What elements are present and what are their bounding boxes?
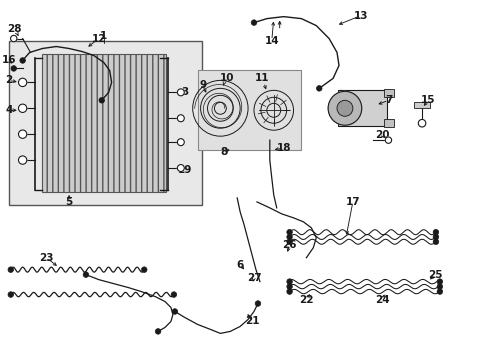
Text: 23: 23 bbox=[39, 253, 54, 263]
Text: 24: 24 bbox=[374, 294, 389, 305]
Text: 1: 1 bbox=[100, 31, 107, 41]
Circle shape bbox=[8, 292, 14, 297]
Text: 3: 3 bbox=[181, 87, 188, 97]
Text: 26: 26 bbox=[282, 240, 296, 250]
Circle shape bbox=[155, 329, 161, 334]
Text: 4: 4 bbox=[5, 105, 13, 115]
Circle shape bbox=[286, 284, 292, 289]
Circle shape bbox=[417, 120, 425, 127]
Circle shape bbox=[11, 35, 17, 42]
Text: 18: 18 bbox=[276, 143, 290, 153]
Bar bbox=[337, 90, 386, 126]
Text: 7: 7 bbox=[384, 95, 391, 105]
Circle shape bbox=[8, 267, 14, 273]
Circle shape bbox=[432, 239, 438, 244]
Circle shape bbox=[286, 229, 292, 235]
Circle shape bbox=[177, 89, 184, 96]
Circle shape bbox=[19, 78, 27, 86]
Circle shape bbox=[11, 66, 17, 71]
Bar bbox=[9, 41, 201, 205]
Bar bbox=[384, 89, 394, 97]
Text: 14: 14 bbox=[264, 36, 279, 46]
Text: 15: 15 bbox=[420, 95, 434, 105]
Circle shape bbox=[19, 104, 27, 112]
Circle shape bbox=[83, 272, 88, 278]
Circle shape bbox=[327, 91, 361, 125]
Text: 19: 19 bbox=[177, 165, 192, 175]
Circle shape bbox=[286, 289, 292, 294]
Bar bbox=[42, 54, 165, 192]
Circle shape bbox=[436, 284, 442, 289]
Circle shape bbox=[171, 292, 176, 297]
Circle shape bbox=[19, 156, 27, 164]
Text: 28: 28 bbox=[7, 24, 22, 33]
Circle shape bbox=[177, 139, 184, 146]
Circle shape bbox=[141, 267, 147, 273]
Circle shape bbox=[385, 137, 391, 143]
Text: 17: 17 bbox=[345, 197, 360, 207]
Circle shape bbox=[255, 301, 260, 306]
Circle shape bbox=[336, 100, 352, 116]
Text: 10: 10 bbox=[220, 73, 234, 84]
Circle shape bbox=[20, 58, 25, 63]
Text: 13: 13 bbox=[353, 11, 367, 21]
Circle shape bbox=[286, 279, 292, 284]
Circle shape bbox=[432, 229, 438, 235]
Circle shape bbox=[251, 20, 256, 26]
Circle shape bbox=[99, 98, 104, 103]
Text: 2: 2 bbox=[5, 75, 12, 85]
Circle shape bbox=[286, 239, 292, 244]
Text: 8: 8 bbox=[220, 147, 227, 157]
Circle shape bbox=[172, 309, 177, 314]
Circle shape bbox=[286, 234, 292, 240]
Bar bbox=[197, 71, 301, 150]
Circle shape bbox=[19, 130, 27, 138]
Circle shape bbox=[177, 115, 184, 122]
Text: 6: 6 bbox=[236, 260, 244, 270]
Text: 12: 12 bbox=[91, 33, 106, 44]
Text: 22: 22 bbox=[299, 294, 313, 305]
Text: 11: 11 bbox=[254, 73, 268, 84]
Circle shape bbox=[177, 165, 184, 171]
Text: 27: 27 bbox=[246, 273, 261, 283]
Text: 21: 21 bbox=[244, 316, 259, 327]
Text: 9: 9 bbox=[199, 80, 206, 90]
Circle shape bbox=[432, 234, 438, 240]
Circle shape bbox=[316, 86, 322, 91]
Text: 20: 20 bbox=[374, 130, 389, 140]
Bar bbox=[384, 119, 394, 127]
Circle shape bbox=[436, 289, 442, 294]
Text: 5: 5 bbox=[65, 197, 73, 207]
Bar bbox=[413, 102, 429, 108]
Text: 25: 25 bbox=[427, 270, 441, 280]
Text: 16: 16 bbox=[1, 55, 16, 66]
Circle shape bbox=[436, 279, 442, 284]
